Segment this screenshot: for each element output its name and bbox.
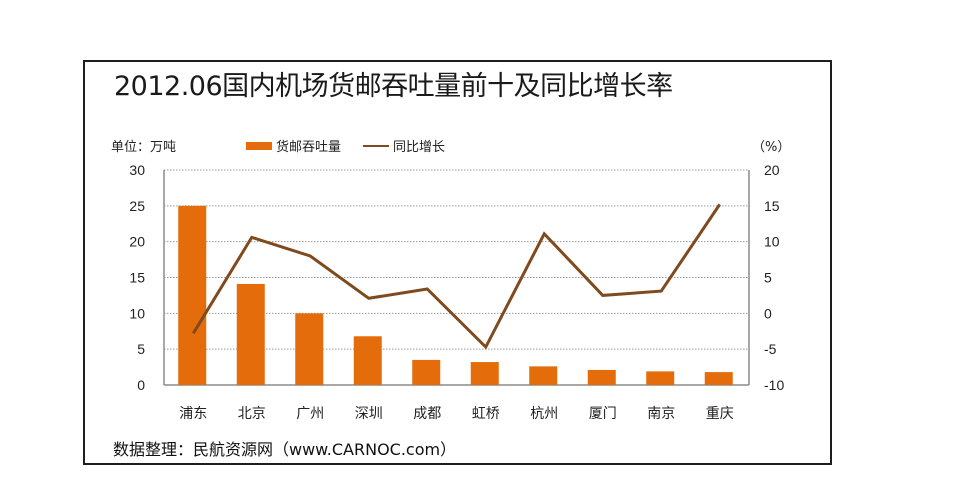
legend: 货邮吞吐量 同比增长: [246, 136, 467, 155]
left-axis-ticks: 0 5 10 15 20 25 30: [129, 162, 145, 393]
right-tick-label: 10: [764, 234, 780, 250]
left-tick-label: 15: [129, 270, 145, 286]
left-tick-label: 25: [129, 198, 145, 214]
category-label: 杭州: [530, 406, 558, 422]
bar: [295, 313, 324, 385]
category-label: 重庆: [706, 406, 734, 422]
right-tick-label: 20: [764, 162, 780, 178]
right-axis-unit-label: （%）: [752, 140, 791, 155]
bar: [529, 366, 558, 385]
bar: [412, 359, 441, 385]
left-tick-label: 0: [137, 377, 145, 393]
bar: [704, 372, 733, 385]
left-tick-label: 10: [129, 305, 145, 321]
category-label: 南京: [647, 406, 675, 422]
x-axis-categories: 浦东 北京 广州 深圳 成都 虹桥 杭州 厦门 南京 重庆: [179, 406, 734, 422]
chart-frame: [83, 60, 832, 465]
left-axis-unit-label: 单位：万吨: [111, 140, 177, 155]
legend-bar-label: 货邮吞吐量: [276, 140, 342, 155]
data-source-note: 数据整理：民航资源网（www.CARNOC.com）: [113, 440, 457, 459]
bar-swatch-icon: [246, 141, 272, 150]
right-tick-label: -5: [764, 341, 777, 357]
right-tick-label: 0: [764, 305, 772, 321]
left-tick-label: 5: [137, 341, 145, 357]
category-label: 深圳: [355, 406, 383, 422]
category-label: 厦门: [589, 406, 617, 422]
bar: [587, 369, 616, 385]
line-series: [191, 203, 721, 350]
category-label: 虹桥: [472, 406, 500, 422]
bar: [236, 283, 265, 385]
left-tick-label: 30: [129, 162, 145, 178]
right-tick-label: -10: [764, 377, 784, 393]
bar: [470, 362, 499, 385]
right-tick-label: 15: [764, 198, 780, 214]
legend-item-line: 同比增长: [363, 136, 445, 155]
bar-series: [178, 205, 733, 385]
legend-line-label: 同比增长: [393, 140, 446, 155]
growth-line: [191, 203, 721, 350]
category-label: 成都: [413, 406, 441, 422]
bar: [178, 205, 207, 385]
category-label: 北京: [238, 406, 266, 422]
line-swatch-icon: [363, 144, 390, 147]
category-label: 广州: [296, 406, 324, 422]
right-axis-ticks: -10 -5 0 5 10 15 20: [764, 162, 784, 393]
bar: [353, 336, 382, 385]
right-tick-label: 5: [764, 270, 772, 286]
legend-item-bar: 货邮吞吐量: [246, 136, 341, 155]
bar: [646, 371, 675, 385]
category-label: 浦东: [179, 406, 207, 422]
left-tick-label: 20: [129, 234, 145, 250]
chart-title: 2012.06国内机场货邮吞吐量前十及同比增长率: [114, 71, 673, 102]
